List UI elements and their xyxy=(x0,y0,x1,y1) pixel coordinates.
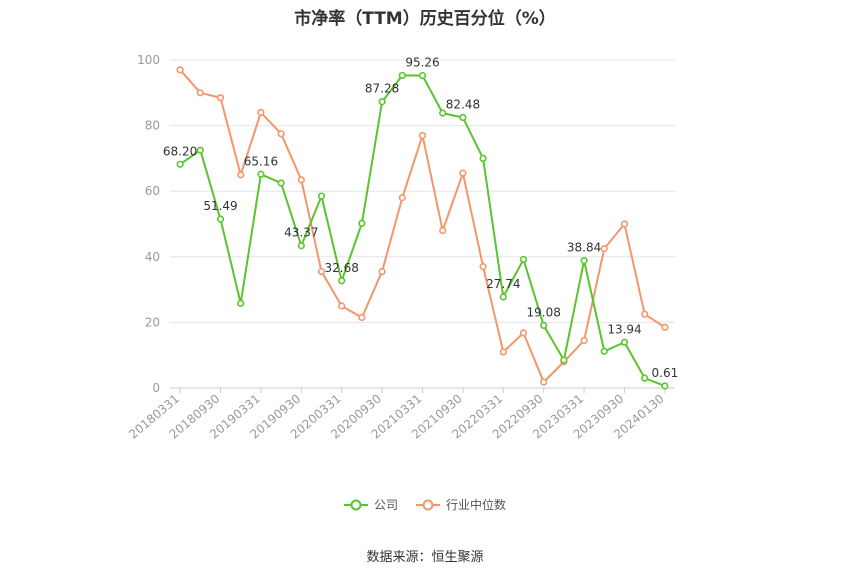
data-point xyxy=(216,94,225,102)
data-point xyxy=(257,108,265,117)
y-tick-label: 100 xyxy=(137,53,160,67)
data-point xyxy=(540,321,548,330)
data-point xyxy=(257,170,265,178)
data-point xyxy=(439,226,447,235)
legend-label-industry: 行业中位数 xyxy=(446,498,507,512)
data-point xyxy=(176,160,184,168)
data-point xyxy=(216,215,225,223)
grid-layer xyxy=(170,59,675,323)
data-point xyxy=(459,169,467,177)
data-label: 27.74 xyxy=(486,277,520,291)
legend-item-industry[interactable]: 行业中位数 xyxy=(416,496,506,513)
data-point xyxy=(338,302,346,310)
chart-title: 市净率（TTM）历史百分位（%） xyxy=(294,9,556,29)
data-point xyxy=(600,245,608,253)
data-label: 95.26 xyxy=(405,56,439,70)
data-point xyxy=(358,219,366,227)
data-point xyxy=(338,277,346,285)
data-point xyxy=(499,348,507,356)
data-point xyxy=(196,146,204,154)
data-label: 13.94 xyxy=(607,322,641,336)
data-point xyxy=(378,98,386,106)
data-point xyxy=(297,242,305,250)
y-tick-label: 20 xyxy=(145,315,160,329)
series-layer xyxy=(176,66,669,390)
y-tick-label: 60 xyxy=(145,184,160,198)
data-point xyxy=(317,192,326,200)
data-point xyxy=(277,130,285,138)
data-label: 0.61 xyxy=(652,366,679,380)
data-point xyxy=(459,113,467,122)
data-point xyxy=(418,131,427,140)
data-point xyxy=(620,338,629,346)
data-point xyxy=(499,293,507,301)
chart-plot: 0204060801002018033120180930201903312019… xyxy=(126,53,678,442)
data-point xyxy=(641,374,649,382)
series-line-0 xyxy=(179,74,666,387)
data-point xyxy=(398,71,406,80)
legend-industry-line-icon xyxy=(416,499,440,510)
data-point xyxy=(661,382,669,390)
data-point xyxy=(317,267,326,276)
data-point xyxy=(358,313,366,322)
data-label: 87.28 xyxy=(365,82,399,96)
data-point xyxy=(439,109,447,117)
data-label: 82.48 xyxy=(446,97,480,111)
data-label: 65.16 xyxy=(244,154,278,168)
data-point xyxy=(580,336,588,345)
data-point xyxy=(600,347,608,355)
data-label: 38.84 xyxy=(567,241,601,255)
data-point xyxy=(237,171,245,179)
data-point xyxy=(479,263,487,271)
y-tick-label: 80 xyxy=(145,119,160,133)
data-point xyxy=(479,154,487,162)
data-point xyxy=(196,89,204,97)
legend-company-line-icon xyxy=(343,499,368,510)
data-label: 68.20 xyxy=(163,144,197,158)
data-point xyxy=(398,194,406,202)
data-label: 19.08 xyxy=(527,305,561,319)
data-source: 数据来源：恒生聚源 xyxy=(366,550,484,565)
data-point xyxy=(418,71,427,80)
data-label: 51.49 xyxy=(203,199,237,213)
legend-label-company: 公司 xyxy=(373,498,398,512)
data-point xyxy=(237,299,245,307)
data-point xyxy=(540,378,548,386)
data-point xyxy=(620,220,629,228)
data-point xyxy=(519,329,528,337)
data-point xyxy=(519,255,528,264)
data-point xyxy=(176,66,184,74)
y-tick-label: 40 xyxy=(145,250,160,264)
data-point xyxy=(641,310,649,318)
data-point xyxy=(661,323,669,331)
data-label: 43.37 xyxy=(284,226,318,240)
data-label-layer: 68.20 51.49 65.16 43.37 32.68 87.28 95.26 82.48… xyxy=(163,56,678,380)
data-point xyxy=(580,257,588,265)
legend-item-company[interactable]: 公司 xyxy=(343,496,398,513)
data-label: 32.68 xyxy=(325,261,359,275)
y-tick-label: 0 xyxy=(152,381,160,395)
data-point xyxy=(297,176,305,184)
data-point xyxy=(277,179,285,187)
data-point xyxy=(378,267,386,276)
legend: 公司 行业中位数 xyxy=(0,496,850,513)
data-point xyxy=(560,356,568,364)
